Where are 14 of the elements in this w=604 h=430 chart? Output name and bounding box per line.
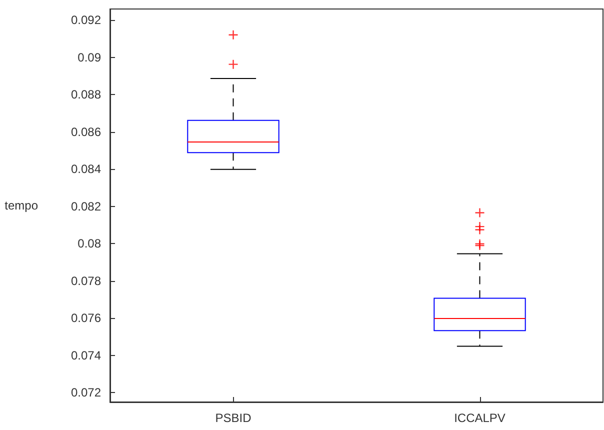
x-tick-label: PSBID	[215, 411, 252, 425]
y-tick-label: 0.092	[70, 13, 102, 28]
y-tick-label: 0.078	[70, 274, 102, 288]
y-tick-label: 0.074	[70, 348, 102, 362]
y-tick-label: 0.086	[70, 124, 102, 139]
y-tick-label: 0.082	[70, 199, 102, 214]
y-tick-label: 0.084	[70, 162, 102, 176]
y-axis-title: tempo	[4, 198, 38, 212]
x-tick-label: ICCALPV	[454, 411, 506, 425]
y-tick-label: 0.08	[78, 236, 102, 251]
y-tick-label: 0.072	[70, 386, 102, 400]
y-tick-label: 0.09	[78, 50, 102, 64]
y-tick-label: 0.076	[70, 311, 102, 326]
y-tick-label: 0.088	[70, 88, 102, 102]
